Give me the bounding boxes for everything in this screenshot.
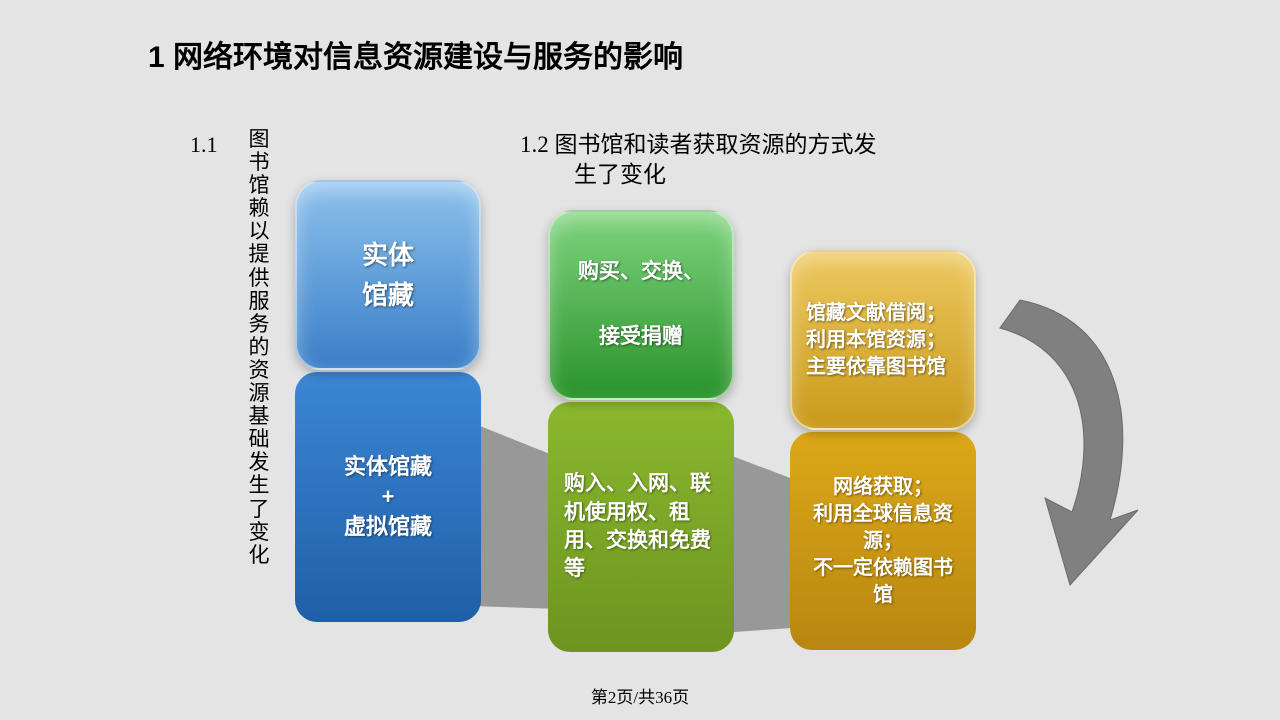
blue-cap-line2: 馆藏 xyxy=(309,275,467,315)
section2-line1: 1.2 图书馆和读者获取资源的方式发 xyxy=(520,130,1000,160)
section1-number: 1.1 xyxy=(190,132,218,158)
blue-pillar-body: 实体馆藏 + 虚拟馆藏 xyxy=(295,372,481,622)
page-number: 第2页/共36页 xyxy=(0,683,1280,708)
blue-cap-line1: 实体 xyxy=(309,235,467,275)
section2-line2: 生了变化 xyxy=(520,160,1000,190)
yellow-pillar-cap: 馆藏文献借阅；利用本馆资源；主要依靠图书馆 xyxy=(790,250,976,430)
page-title: 1 网络环境对信息资源建设与服务的影响 xyxy=(148,32,683,76)
green-pillar-body: 购入、入网、联机使用权、租用、交换和免费等 xyxy=(548,402,734,652)
section2-text: 1.2 图书馆和读者获取资源的方式发 生了变化 xyxy=(520,130,1000,190)
green-pillar-cap: 购买、交换、 接受捐赠 xyxy=(548,210,734,400)
curved-arrow-icon xyxy=(960,280,1160,600)
section1-vertical-text: 图书馆赖以提供服务的资源基础发生了变化 xyxy=(247,128,271,567)
yellow-pillar-body: 网络获取； 利用全球信息资源； 不一定依赖图书馆 xyxy=(790,432,976,650)
blue-pillar-cap: 实体 馆藏 xyxy=(295,180,481,370)
